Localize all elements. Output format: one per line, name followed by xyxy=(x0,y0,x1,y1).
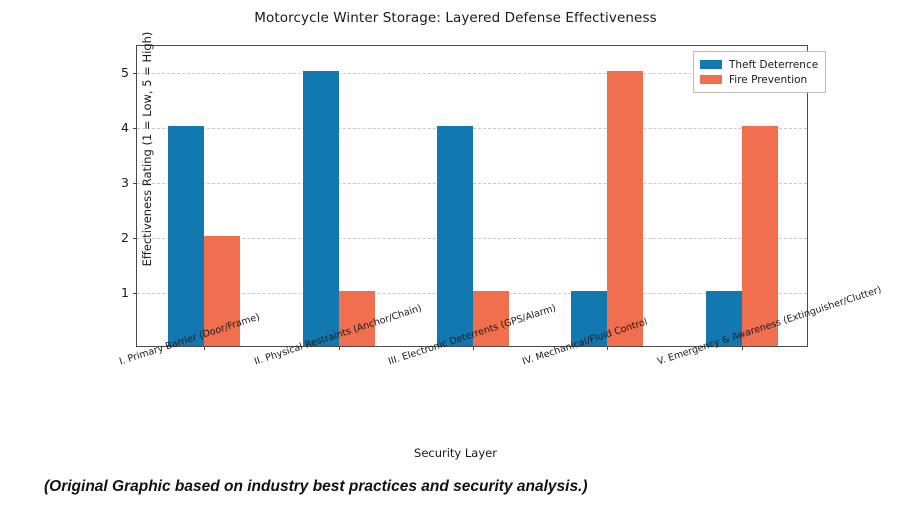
y-tick-label: 4 xyxy=(121,120,129,136)
y-tick-label: 1 xyxy=(121,285,129,301)
bar xyxy=(302,71,339,346)
legend-item[interactable]: Fire Prevention xyxy=(700,72,818,87)
legend-label: Theft Deterrence xyxy=(729,58,819,71)
chart-title: Motorcycle Winter Storage: Layered Defen… xyxy=(254,10,657,26)
bar xyxy=(473,291,509,346)
x-axis-title: Security Layer xyxy=(414,446,497,460)
bar xyxy=(204,236,241,346)
x-tick-mark xyxy=(204,346,206,350)
y-tick-label: 5 xyxy=(121,65,129,81)
bar xyxy=(571,291,608,346)
bar xyxy=(741,126,778,346)
legend-item[interactable]: Theft Deterrence xyxy=(700,57,818,72)
y-tick-mark xyxy=(133,73,137,75)
x-tick-mark xyxy=(338,346,340,350)
y-tick-mark xyxy=(133,183,137,185)
y-tick-label: 3 xyxy=(121,175,129,191)
y-tick-mark xyxy=(133,128,137,130)
legend-swatch xyxy=(700,75,722,84)
y-tick-mark xyxy=(133,238,137,240)
gridline xyxy=(137,73,807,75)
legend-swatch xyxy=(700,60,722,69)
bar xyxy=(607,71,644,346)
x-tick-mark xyxy=(607,346,609,350)
x-tick-mark xyxy=(473,346,474,350)
bar xyxy=(437,126,473,346)
legend-label: Fire Prevention xyxy=(729,73,808,86)
y-tick-label: 2 xyxy=(121,230,129,246)
figure-caption: (Original Graphic based on industry best… xyxy=(44,478,588,495)
bar xyxy=(338,291,375,346)
y-axis-title: Effectiveness Rating (1 = Low, 5 = High) xyxy=(140,31,154,267)
y-tick-mark xyxy=(133,293,137,295)
bar xyxy=(705,291,742,346)
x-tick-mark xyxy=(741,346,743,350)
chart-legend[interactable]: Theft Deterrence Fire Prevention xyxy=(693,51,827,93)
bar xyxy=(168,126,205,346)
